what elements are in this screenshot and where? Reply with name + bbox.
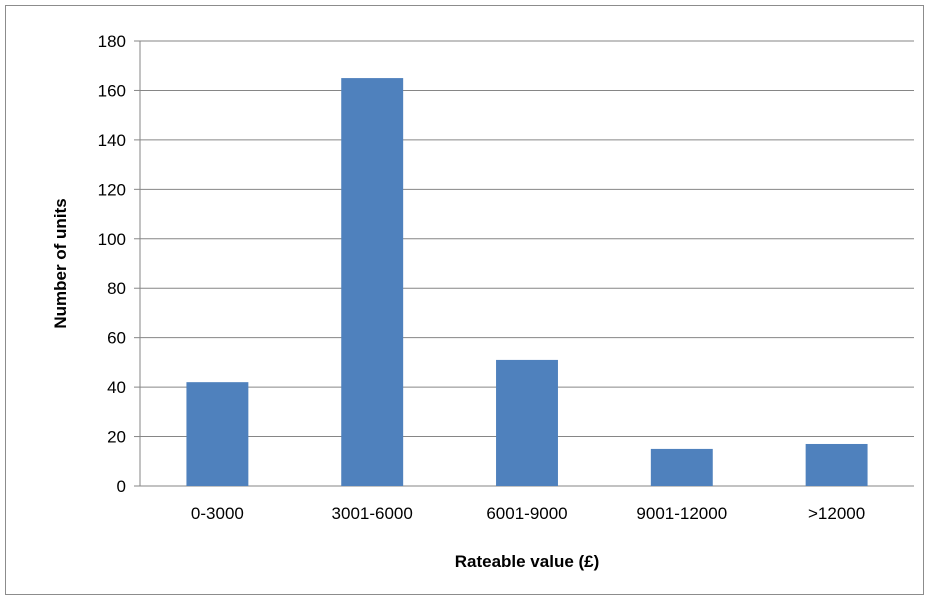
x-tick-label: 0-3000 xyxy=(191,504,244,523)
y-tick-label: 120 xyxy=(98,180,126,199)
y-tick-label: 140 xyxy=(98,131,126,150)
x-tick-label: 6001-9000 xyxy=(486,504,567,523)
bar-4 xyxy=(650,448,713,486)
gridlines xyxy=(134,40,914,487)
y-tick-label: 60 xyxy=(107,329,126,348)
x-tick-label: 9001-12000 xyxy=(636,504,727,523)
x-tick-label: 3001-6000 xyxy=(332,504,413,523)
bar-1 xyxy=(186,382,249,486)
y-axis-title: Number of units xyxy=(51,198,70,328)
bar-5 xyxy=(805,443,868,486)
y-tick-label: 40 xyxy=(107,378,126,397)
bar-2 xyxy=(341,78,404,486)
y-tick-label: 0 xyxy=(117,477,126,496)
chart-area xyxy=(5,5,924,595)
bar-3 xyxy=(496,359,558,486)
x-tick-label: >12000 xyxy=(808,504,865,523)
y-tick-label: 100 xyxy=(98,230,126,249)
x-axis-tick-labels: 0-3000 3001-6000 6001-9000 9001-12000 >12000 xyxy=(191,504,865,523)
y-tick-label: 160 xyxy=(98,81,126,100)
bars xyxy=(186,78,868,486)
x-axis-title: Rateable value (£) xyxy=(455,552,600,571)
y-tick-label: 180 xyxy=(98,32,126,51)
y-tick-label: 20 xyxy=(107,428,126,447)
y-tick-label: 80 xyxy=(107,279,126,298)
y-axis-tick-labels: 0 20 40 60 80 100 120 140 160 180 xyxy=(98,32,126,496)
